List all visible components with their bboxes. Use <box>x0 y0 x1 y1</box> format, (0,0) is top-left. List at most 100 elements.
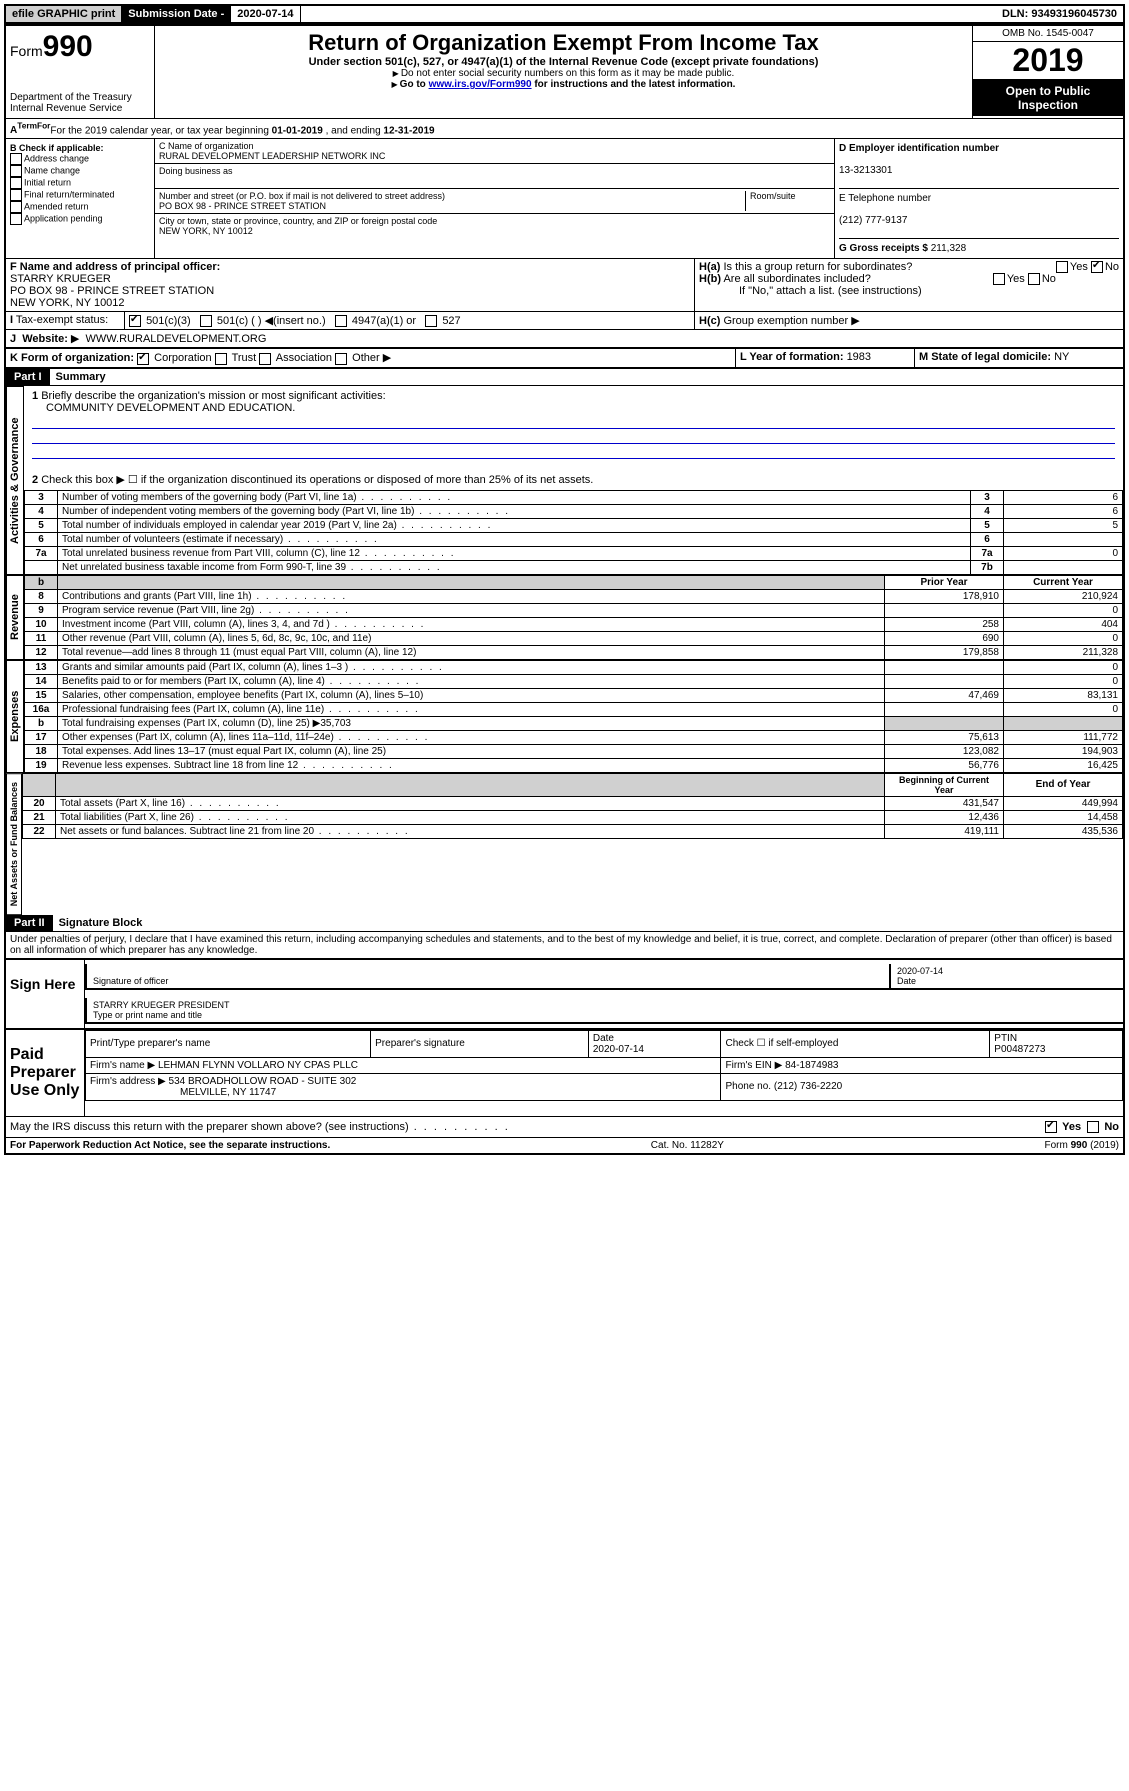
activities-side-label: Activities & Governance <box>6 386 24 575</box>
submission-date-value: 2020-07-14 <box>231 6 300 22</box>
omb-number: OMB No. 1545-0047 <box>973 26 1123 42</box>
paid-preparer-section: Paid Preparer Use Only Print/Type prepar… <box>6 1028 1123 1116</box>
initial-return-checkbox[interactable] <box>10 177 22 189</box>
revenue-table: bPrior YearCurrent Year 8Contributions a… <box>24 575 1123 660</box>
officer-addr2: NEW YORK, NY 10012 <box>10 297 125 309</box>
ha-label: Is this a group return for subordinates? <box>723 261 912 273</box>
ha-yes-checkbox[interactable] <box>1056 261 1068 273</box>
dln-text: DLN: 93493196045730 <box>996 6 1123 22</box>
other-checkbox[interactable] <box>335 353 347 365</box>
part2-header: Part II Signature Block <box>6 915 1123 932</box>
part1-header: Part I Summary <box>6 369 1123 386</box>
officer-name: STARRY KRUEGER <box>10 273 111 285</box>
dba-label: Doing business as <box>159 166 233 176</box>
ha-no-checkbox[interactable] <box>1091 261 1103 273</box>
app-pending-checkbox[interactable] <box>10 213 22 225</box>
mission-label: Briefly describe the organization's miss… <box>41 390 385 402</box>
hb-label: Are all subordinates included? <box>723 273 870 285</box>
527-checkbox[interactable] <box>425 315 437 327</box>
tax-year: 2019 <box>973 42 1123 80</box>
form-subtitle-1: Under section 501(c), 527, or 4947(a)(1)… <box>159 56 968 68</box>
sign-here-section: Sign Here Signature of officer 2020-07-1… <box>6 958 1123 1028</box>
paid-preparer-label: Paid Preparer Use Only <box>6 1030 85 1116</box>
officer-addr1: PO BOX 98 - PRINCE STREET STATION <box>10 285 214 297</box>
hb-note: If "No," attach a list. (see instruction… <box>699 285 922 297</box>
tax-status-label: Tax-exempt status: <box>16 314 108 326</box>
netassets-side-label: Net Assets or Fund Balances <box>6 773 22 915</box>
4947-checkbox[interactable] <box>335 315 347 327</box>
form-title: Return of Organization Exempt From Incom… <box>159 30 968 56</box>
officer-label: F Name and address of principal officer: <box>10 261 220 273</box>
firm-phone: (212) 736-2220 <box>774 1081 842 1092</box>
assoc-checkbox[interactable] <box>259 353 271 365</box>
phone-value: (212) 777-9137 <box>839 215 907 226</box>
state-domicile: NY <box>1054 351 1069 363</box>
submission-date-label: Submission Date - <box>122 6 231 22</box>
name-change-checkbox[interactable] <box>10 165 22 177</box>
form-subtitle-3: Go to www.irs.gov/Form990 for instructio… <box>159 79 968 90</box>
org-city: NEW YORK, NY 10012 <box>159 226 253 236</box>
top-toolbar: efile GRAPHIC print Submission Date - 20… <box>4 4 1125 24</box>
city-label: City or town, state or province, country… <box>159 216 437 226</box>
hc-label: Group exemption number <box>723 315 848 327</box>
line2-text: Check this box ▶ ☐ if the organization d… <box>41 474 593 486</box>
org-name: RURAL DEVELOPMENT LEADERSHIP NETWORK INC <box>159 151 385 161</box>
year-formation: 1983 <box>847 351 871 363</box>
501c3-checkbox[interactable] <box>129 315 141 327</box>
revenue-side-label: Revenue <box>6 575 24 660</box>
discuss-yes-checkbox[interactable] <box>1045 1121 1057 1133</box>
row-a-tax-year: ATermForFor the 2019 calendar year, or t… <box>6 119 1123 139</box>
ein-label: D Employer identification number <box>839 143 999 154</box>
form-footer: For Paperwork Reduction Act Notice, see … <box>6 1137 1123 1153</box>
perjury-text: Under penalties of perjury, I declare th… <box>6 932 1123 958</box>
row-j: J Website: ▶ WWW.RURALDEVELOPMENT.ORG <box>6 330 1123 349</box>
netassets-table: Beginning of Current YearEnd of Year 20T… <box>22 773 1123 839</box>
row-k-l-m: K Form of organization: Corporation Trus… <box>6 349 1123 368</box>
501c-checkbox[interactable] <box>200 315 212 327</box>
addr-change-checkbox[interactable] <box>10 153 22 165</box>
form-header: Form990 Department of the Treasury Inter… <box>6 26 1123 119</box>
form-org-label: K Form of organization: <box>10 352 134 364</box>
expenses-side-label: Expenses <box>6 660 24 773</box>
sign-here-label: Sign Here <box>6 960 85 1028</box>
row-f-h: F Name and address of principal officer:… <box>6 259 1123 312</box>
governance-table: 3Number of voting members of the governi… <box>24 490 1123 575</box>
mission-text: COMMUNITY DEVELOPMENT AND EDUCATION. <box>32 402 295 414</box>
org-name-label: C Name of organization <box>159 141 254 151</box>
form-container: Form990 Department of the Treasury Inter… <box>4 24 1125 1155</box>
dept-treasury: Department of the Treasury <box>10 92 150 103</box>
form-subtitle-2: Do not enter social security numbers on … <box>159 68 968 79</box>
row-i-hc: I Tax-exempt status: 501(c)(3) 501(c) ( … <box>6 312 1123 330</box>
ein-value: 13-3213301 <box>839 165 892 176</box>
irs-link[interactable]: www.irs.gov/Form990 <box>429 79 532 90</box>
gross-receipts-label: G Gross receipts $ <box>839 243 931 254</box>
expenses-table: 13Grants and similar amounts paid (Part … <box>24 660 1123 773</box>
ptin-value: P00487273 <box>994 1044 1045 1055</box>
addr-label: Number and street (or P.O. box if mail i… <box>159 191 445 201</box>
form-number: Form990 <box>10 30 150 64</box>
org-address: PO BOX 98 - PRINCE STREET STATION <box>159 201 326 211</box>
trust-checkbox[interactable] <box>215 353 227 365</box>
phone-label: E Telephone number <box>839 193 931 204</box>
irs-label: Internal Revenue Service <box>10 103 150 114</box>
efile-print-button[interactable]: efile GRAPHIC print <box>6 6 122 22</box>
open-public-badge: Open to Public Inspection <box>973 80 1123 116</box>
preparer-table: Print/Type preparer's name Preparer's si… <box>85 1030 1123 1101</box>
discuss-row: May the IRS discuss this return with the… <box>6 1116 1123 1137</box>
box-b-checkboxes: B Check if applicable: Address change Na… <box>6 139 155 258</box>
discuss-no-checkbox[interactable] <box>1087 1121 1099 1133</box>
info-section: B Check if applicable: Address change Na… <box>6 139 1123 259</box>
officer-sig-name: STARRY KRUEGER PRESIDENT <box>93 1000 230 1010</box>
amended-return-checkbox[interactable] <box>10 201 22 213</box>
firm-name: LEHMAN FLYNN VOLLARO NY CPAS PLLC <box>158 1060 358 1071</box>
hb-no-checkbox[interactable] <box>1028 273 1040 285</box>
website-value: WWW.RURALDEVELOPMENT.ORG <box>86 333 267 345</box>
room-suite: Room/suite <box>745 191 830 211</box>
corp-checkbox[interactable] <box>137 353 149 365</box>
sig-date: 2020-07-14 <box>897 966 943 976</box>
firm-addr: 534 BROADHOLLOW ROAD - SUITE 302 <box>169 1076 357 1087</box>
firm-ein: 84-1874983 <box>785 1060 838 1071</box>
gross-receipts-value: 211,328 <box>931 243 966 254</box>
final-return-checkbox[interactable] <box>10 189 22 201</box>
hb-yes-checkbox[interactable] <box>993 273 1005 285</box>
